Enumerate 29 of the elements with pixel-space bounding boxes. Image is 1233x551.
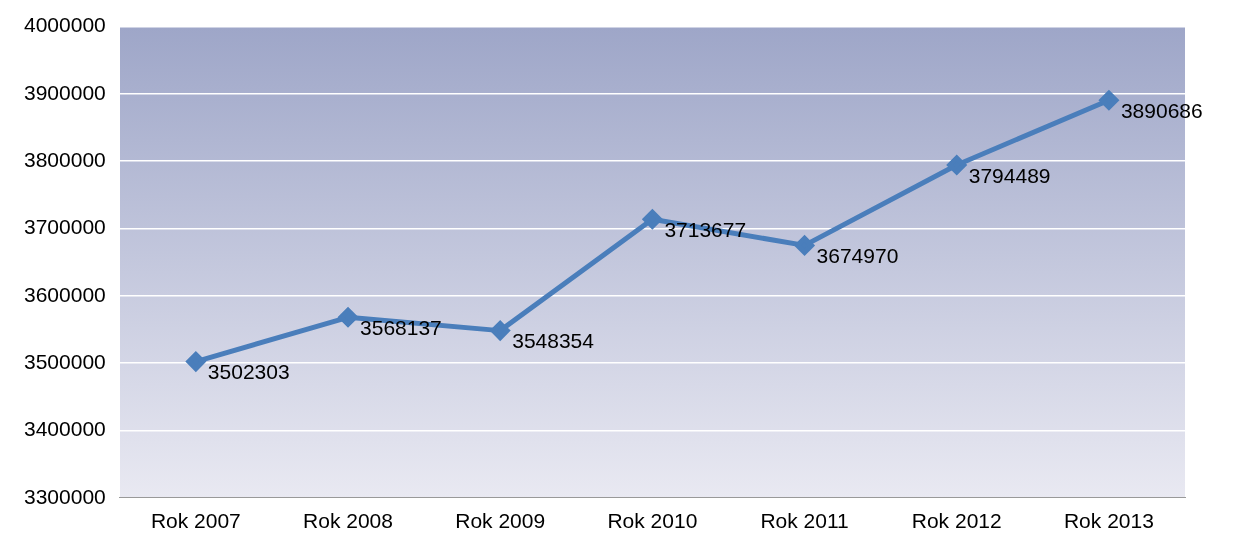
data-label: 3568137 — [360, 316, 442, 340]
point — [642, 209, 662, 229]
data-label: 3502303 — [207, 360, 290, 384]
point — [1099, 90, 1119, 110]
x-tick-label: Rok 2013 — [1063, 509, 1154, 533]
x-tick-label: Rok 2012 — [911, 509, 1002, 533]
point — [795, 235, 815, 255]
x-tick-label: Rok 2008 — [303, 509, 393, 533]
y-tick-label: 3300000 — [23, 484, 106, 508]
x-tick-label: Rok 2009 — [455, 509, 546, 533]
point — [947, 155, 967, 175]
y-tick-label: 3600000 — [23, 282, 106, 306]
data-label: 3890686 — [1120, 98, 1203, 122]
y-tick-label: 3800000 — [23, 148, 106, 172]
x-tick-label: Rok 2011 — [760, 509, 849, 533]
y-tick-label: 3500000 — [23, 349, 106, 373]
x-tick-label: Rok 2010 — [607, 509, 698, 533]
data-label: 3713677 — [664, 218, 747, 242]
y-tick-label: 3400000 — [23, 417, 106, 441]
y-tick-label: 4000000 — [23, 13, 106, 37]
point — [338, 307, 358, 327]
data-label: 3548354 — [512, 329, 595, 353]
point — [186, 352, 206, 372]
y-tick-label: 3900000 — [23, 80, 106, 104]
y-tick-label: 3700000 — [23, 215, 106, 239]
x-tick-label: Rok 2007 — [150, 509, 241, 533]
data-label: 3674970 — [816, 244, 899, 268]
data-label: 3794489 — [968, 163, 1051, 187]
point — [490, 321, 510, 341]
